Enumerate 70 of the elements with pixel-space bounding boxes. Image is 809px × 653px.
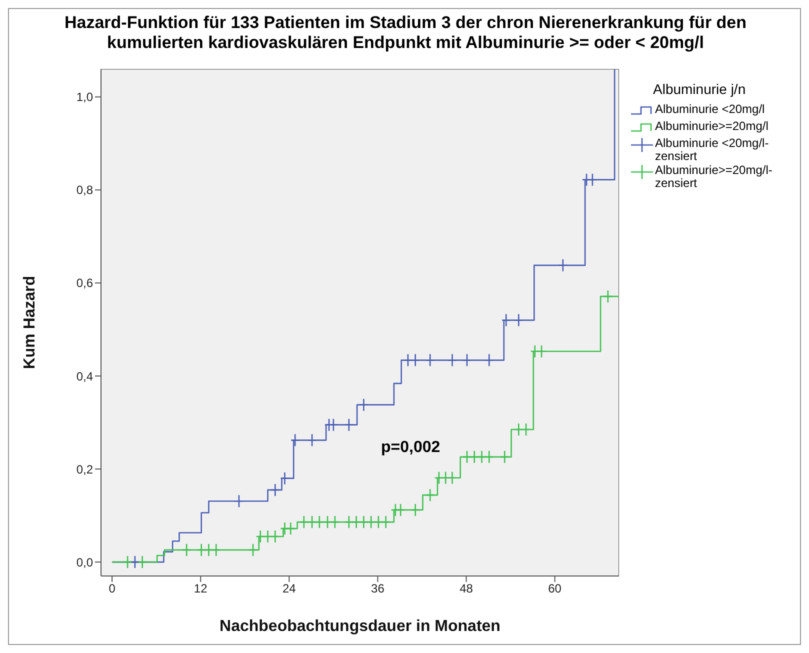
point	[314, 515, 324, 529]
point	[530, 344, 540, 358]
point	[270, 530, 280, 544]
point	[280, 472, 290, 485]
y-tick-label: 0,4	[76, 369, 94, 384]
point	[330, 515, 340, 529]
point	[344, 418, 354, 432]
point	[396, 503, 406, 517]
point	[500, 450, 510, 464]
point	[440, 471, 450, 485]
legend-label: Albuminurie <20mg/l	[655, 102, 766, 116]
point	[484, 354, 494, 367]
point	[366, 515, 376, 529]
point	[328, 418, 338, 432]
y-tick-label: 0,6	[76, 276, 94, 290]
legend-label: Albuminurie>=20mg/l-zensiert	[655, 163, 774, 190]
x-axis-title: Nachbeobachtungsdauer in Monaten	[220, 618, 500, 635]
point	[270, 483, 280, 497]
legend-label: Albuminurie>=20mg/l	[655, 119, 770, 133]
point	[425, 488, 435, 502]
y-tick-label: 0,2	[76, 462, 94, 476]
point	[462, 450, 472, 464]
x-tick-label: 12	[194, 582, 208, 596]
point	[514, 422, 524, 436]
point	[130, 555, 140, 569]
point	[521, 422, 531, 436]
y-tick-label: 0,8	[76, 183, 94, 198]
x-tick-label: 0	[108, 582, 116, 596]
y-axis-title: Kum Hazard	[22, 276, 39, 370]
point	[299, 515, 309, 529]
point	[425, 354, 435, 367]
point	[286, 522, 296, 536]
point	[501, 314, 511, 327]
point	[374, 515, 384, 529]
point	[462, 354, 472, 367]
point	[234, 494, 244, 508]
point	[359, 398, 368, 412]
point	[410, 354, 420, 367]
point	[211, 543, 221, 557]
legend-title: Albuminurie j/n	[653, 81, 747, 97]
point	[307, 434, 317, 447]
x-tick-label: 36	[371, 582, 385, 596]
point	[434, 471, 444, 485]
point	[122, 555, 132, 569]
point	[307, 515, 317, 529]
chart-title: Hazard-Funktion für 133 Patienten im Stadium 3 der chron Nierenerkrankung für den kumulierten kardiovaskulären Endpunkt mit Albuminurie >= oder < 20mg/l	[63, 13, 748, 53]
x-tick-label: 48	[460, 582, 474, 596]
point	[344, 515, 354, 529]
y-tick-label: 1,0	[76, 90, 94, 104]
point	[536, 344, 546, 358]
point	[470, 450, 480, 464]
point	[403, 354, 413, 367]
point	[448, 354, 457, 367]
point	[196, 543, 206, 557]
legend-label: Albuminurie <20mg/l-zensiert	[655, 136, 770, 163]
point	[322, 515, 332, 529]
point	[514, 314, 524, 327]
x-tick-label: 60	[548, 582, 562, 596]
point	[248, 543, 258, 557]
point	[484, 450, 494, 464]
x-tick-label: 24	[282, 582, 296, 596]
y-tick-label: 0,0	[76, 555, 94, 570]
point	[256, 530, 266, 544]
point	[558, 258, 568, 272]
point	[582, 173, 592, 186]
annotation: p=0,002	[381, 439, 440, 457]
point	[182, 543, 192, 557]
point	[588, 173, 598, 186]
point	[603, 290, 613, 304]
point	[290, 434, 300, 447]
